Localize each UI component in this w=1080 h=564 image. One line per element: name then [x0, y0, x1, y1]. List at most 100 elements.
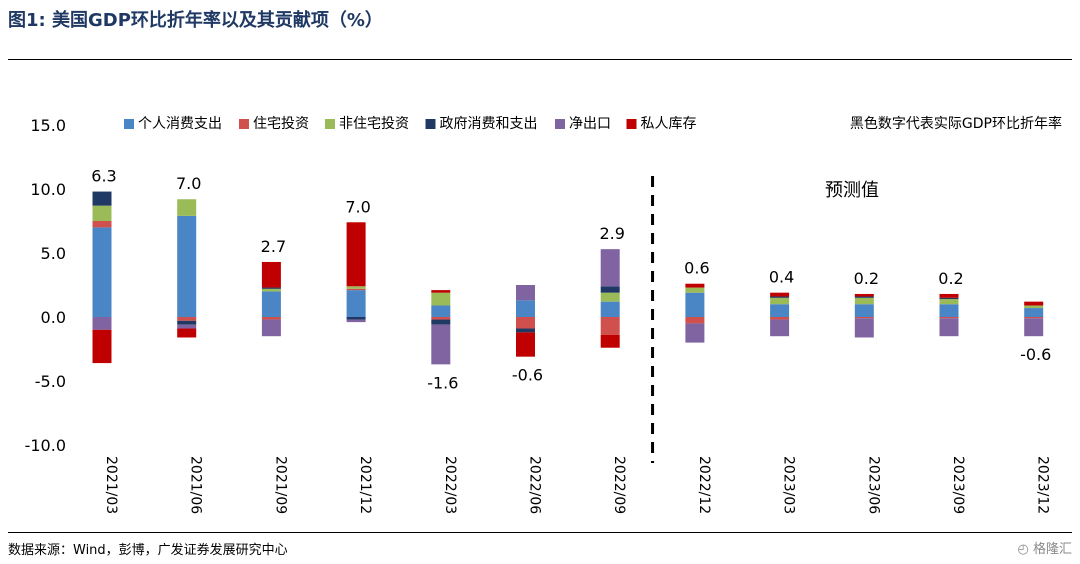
- legend-label: 个人消费支出: [138, 116, 222, 132]
- bar-segment: [346, 222, 366, 287]
- legend-swatch: [325, 119, 335, 129]
- bar-segment: [261, 319, 281, 337]
- bar-segment: [431, 324, 451, 365]
- bar-segment: [92, 205, 112, 221]
- bar-segment: [854, 317, 874, 319]
- bar-segment: [600, 334, 620, 348]
- x-tick-label: 2022/03: [442, 456, 458, 514]
- bar-segment: [431, 319, 451, 325]
- x-tick-label: 2022/12: [696, 456, 712, 514]
- bar-segment: [346, 319, 366, 323]
- bar-segment: [346, 286, 366, 289]
- legend-note: 黑色数字代表实际GDP环比折年率: [850, 115, 1062, 132]
- y-tick-label: 15.0: [30, 116, 66, 135]
- y-tick-label: 5.0: [41, 244, 66, 263]
- bar-segment: [516, 328, 535, 333]
- x-tick-label: 2023/09: [950, 456, 966, 514]
- legend-swatch: [124, 119, 134, 129]
- gdp-total-label: 2.9: [599, 224, 624, 243]
- bar-segment: [177, 324, 197, 329]
- bar-segment: [431, 292, 451, 306]
- bar-segment: [516, 300, 535, 317]
- bar-segment: [939, 297, 959, 300]
- stacked-bar-chart: -10.0 -5.0 0.0 5.0 10.0 15.0 个人消费支出 住宅投资 非住宅投资 政府…: [25, 115, 1062, 514]
- bar-segment: [770, 319, 790, 337]
- bar-segment: [1024, 308, 1044, 317]
- bar-segment: [770, 296, 790, 298]
- y-tick-label: -10.0: [25, 436, 66, 455]
- bar-segment: [177, 320, 197, 325]
- bar-segment: [770, 304, 790, 317]
- gdp-total-label: 0.2: [854, 269, 879, 288]
- figure-title: 图1: 美国GDP环比折年率以及其贡献项（%）: [8, 10, 383, 31]
- legend-swatch: [626, 119, 637, 129]
- legend-label: 非住宅投资: [339, 116, 409, 132]
- bar-segment: [600, 286, 620, 293]
- bar-segment: [770, 317, 790, 320]
- x-tick-label: 2022/09: [611, 456, 627, 514]
- y-tick-label: 10.0: [30, 180, 66, 199]
- watermark: ◴ 格隆汇: [1018, 538, 1073, 557]
- bar-segment: [939, 317, 959, 319]
- legend-swatch: [425, 119, 436, 129]
- x-tick-label: 2021/09: [272, 456, 288, 514]
- bar-segment: [939, 304, 959, 317]
- gdp-total-label: 0.2: [938, 269, 963, 288]
- bar-segment: [854, 318, 874, 338]
- bar-segment: [431, 305, 451, 317]
- x-tick-label: 2021/03: [103, 456, 119, 514]
- bar-segment: [177, 328, 197, 338]
- bar-segment: [261, 287, 281, 289]
- bar-segment: [854, 293, 874, 297]
- x-tick-label: 2023/06: [865, 456, 881, 514]
- gdp-total-label: 7.0: [345, 197, 370, 216]
- bar-segment: [346, 317, 366, 320]
- legend-label: 政府消费和支出: [440, 116, 538, 132]
- bar-segment: [939, 318, 959, 337]
- gdp-total-label: -1.6: [427, 373, 458, 392]
- legend-swatch: [555, 119, 565, 129]
- bar-segment: [685, 287, 705, 293]
- bar-segment: [516, 332, 535, 357]
- bar-segment: [1024, 318, 1044, 337]
- gdp-total-label: 0.4: [769, 268, 794, 287]
- bar-segment: [939, 299, 959, 305]
- legend-swatch: [239, 119, 249, 129]
- y-tick-label: -5.0: [35, 372, 66, 391]
- bar-segment: [346, 288, 366, 291]
- bottom-divider: [8, 532, 1072, 533]
- bar-segment: [600, 317, 620, 335]
- bar-segment: [177, 199, 197, 216]
- bar-segment: [92, 191, 112, 206]
- bar-segment: [261, 288, 281, 292]
- bar-segment: [1024, 301, 1044, 306]
- legend-label: 净出口: [569, 116, 611, 132]
- gdp-total-label: 2.7: [261, 237, 286, 256]
- bar-segment: [177, 317, 197, 321]
- x-tick-label: 2021/12: [357, 456, 373, 514]
- top-divider: [8, 59, 1072, 60]
- bar-segment: [177, 215, 197, 317]
- forecast-annotation: 预测值: [825, 180, 879, 201]
- bar-segment: [685, 323, 705, 343]
- bar-segment: [685, 317, 705, 324]
- bar-segment: [600, 301, 620, 317]
- legend-label: 住宅投资: [253, 116, 309, 132]
- watermark-text: 格隆汇: [1032, 542, 1072, 557]
- bar-segment: [685, 292, 705, 317]
- source-note: 数据来源：Wind，彭博，广发证券发展研究中心: [8, 543, 288, 558]
- gdp-total-label: -0.6: [1020, 345, 1051, 364]
- legend-label: 私人库存: [641, 116, 697, 132]
- bar-segment: [1024, 305, 1044, 309]
- bar-segment: [939, 293, 959, 298]
- bar-segment: [516, 317, 535, 329]
- bar-segment: [92, 227, 112, 317]
- bar-segment: [854, 304, 874, 317]
- bar-segment: [685, 283, 705, 288]
- x-tick-label: 2023/03: [781, 456, 797, 514]
- bar-segment: [854, 297, 874, 305]
- bar-segment: [261, 261, 281, 288]
- bar-segment: [600, 249, 620, 287]
- bar-segment: [770, 292, 790, 297]
- bar-segment: [261, 291, 281, 317]
